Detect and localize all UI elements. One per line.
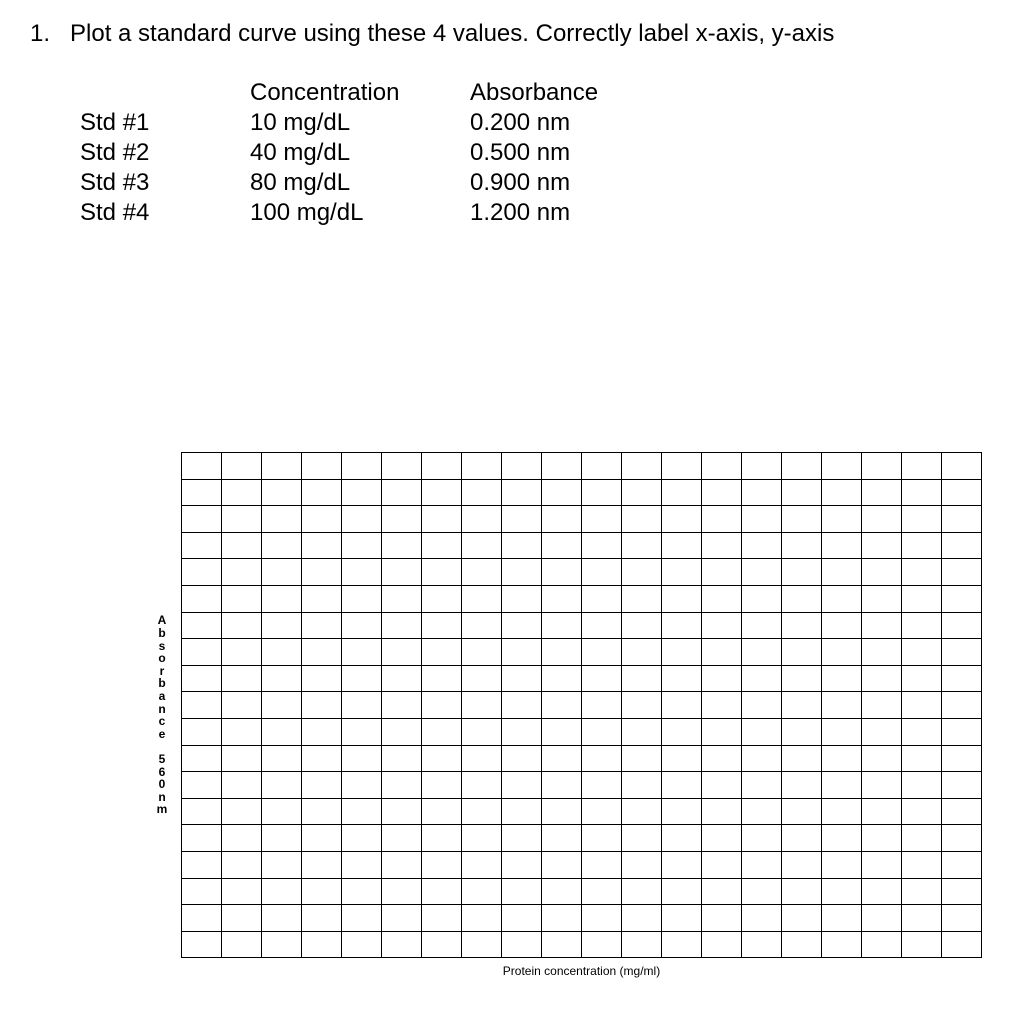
cell-absorbance: 0.500 nm — [470, 138, 690, 168]
cell-absorbance: 1.200 nm — [470, 198, 690, 228]
page: 1. Plot a standard curve using these 4 v… — [0, 0, 1024, 1022]
cell-absorbance: 0.200 nm — [470, 108, 690, 138]
table-row: Std #3 80 mg/dL 0.900 nm — [80, 168, 994, 198]
question-text: Plot a standard curve using these 4 valu… — [70, 20, 834, 48]
y-axis-label: Absorbance 560nm — [155, 614, 169, 816]
table-row: Std #2 40 mg/dL 0.500 nm — [80, 138, 994, 168]
table-header-row: Concentration Absorbance — [80, 78, 994, 108]
data-table: Concentration Absorbance Std #1 10 mg/dL… — [80, 78, 994, 228]
cell-concentration: 80 mg/dL — [250, 168, 470, 198]
header-concentration: Concentration — [250, 78, 470, 108]
question-line: 1. Plot a standard curve using these 4 v… — [30, 20, 994, 48]
blank-grid — [181, 452, 982, 958]
cell-std: Std #1 — [80, 108, 250, 138]
table-row: Std #1 10 mg/dL 0.200 nm — [80, 108, 994, 138]
chart-area: Absorbance 560nm Protein concentration (… — [155, 452, 982, 978]
cell-concentration: 40 mg/dL — [250, 138, 470, 168]
cell-std: Std #2 — [80, 138, 250, 168]
x-axis-label: Protein concentration (mg/ml) — [503, 964, 660, 978]
cell-std: Std #4 — [80, 198, 250, 228]
cell-absorbance: 0.900 nm — [470, 168, 690, 198]
grid-wrap: Protein concentration (mg/ml) — [181, 452, 982, 978]
cell-concentration: 10 mg/dL — [250, 108, 470, 138]
cell-concentration: 100 mg/dL — [250, 198, 470, 228]
table-row: Std #4 100 mg/dL 1.200 nm — [80, 198, 994, 228]
question-number: 1. — [30, 20, 70, 48]
cell-std: Std #3 — [80, 168, 250, 198]
header-std — [80, 78, 250, 108]
header-absorbance: Absorbance — [470, 78, 690, 108]
